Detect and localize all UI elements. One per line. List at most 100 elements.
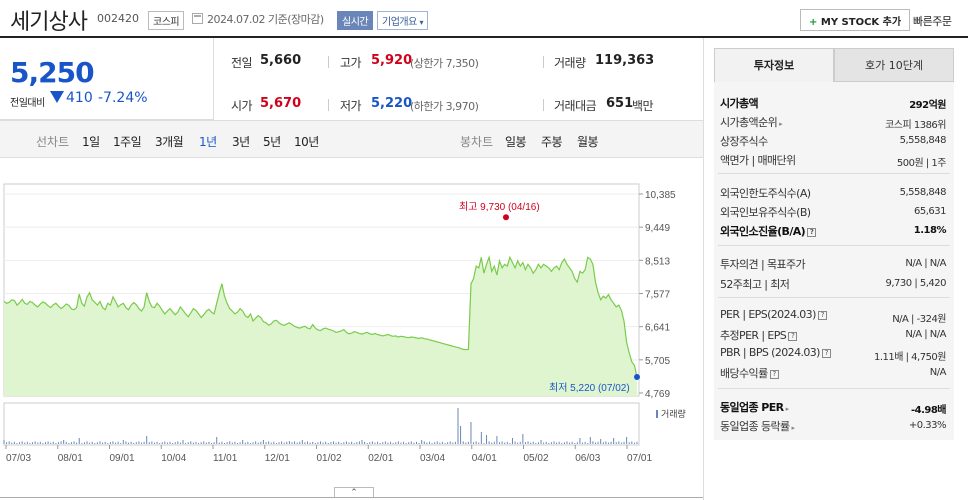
tab-1y[interactable]: 1년: [199, 135, 217, 149]
volume-bar: [426, 442, 428, 444]
52w-label: 52주최고 | 최저: [720, 278, 790, 291]
volume-bar: [296, 442, 298, 444]
volume-bar: [587, 443, 589, 444]
volume-bar: [400, 442, 402, 444]
tab-weekly[interactable]: 주봉: [541, 135, 563, 149]
tab-daily[interactable]: 일봉: [505, 135, 527, 149]
volume-bar: [299, 441, 301, 444]
volume-bar: [198, 443, 200, 444]
volume-bar: [377, 441, 379, 444]
sector-change-value: +0.33%: [908, 420, 947, 431]
price-chart[interactable]: 10,385 9,449 8,513 7,577 6,641 5,705 4,769 최고 …: [0, 158, 703, 486]
quick-order-button[interactable]: 빠른주문: [913, 15, 952, 28]
pbr-bps-value: 1.11배 | 4,750원: [873, 352, 947, 363]
collapse-handle[interactable]: ⌃: [334, 487, 374, 498]
help-icon[interactable]: ?: [807, 227, 817, 237]
divider: [328, 99, 329, 111]
volume-bar: [255, 441, 257, 444]
volume-bar: [467, 441, 469, 444]
tab-hoga[interactable]: 호가 10단계: [834, 48, 954, 82]
tab-monthly[interactable]: 월봉: [577, 135, 599, 149]
volume-bar: [351, 441, 353, 444]
volume-bar: [483, 443, 485, 444]
volume-bar: [99, 441, 101, 444]
volume-bar: [164, 441, 166, 444]
volume-bar: [65, 441, 67, 444]
tab-invest-info[interactable]: 투자정보: [714, 48, 834, 82]
tab-1d[interactable]: 1일: [82, 135, 100, 149]
volume-bar: [579, 438, 581, 444]
volume-bar: [405, 443, 407, 444]
help-icon[interactable]: ?: [769, 369, 779, 379]
tab-1w[interactable]: 1주일: [113, 135, 142, 149]
volume-bar: [234, 441, 236, 444]
volume-bar: [239, 442, 241, 444]
volume-bar: [457, 408, 459, 444]
chart-tab-bar: [0, 120, 703, 158]
sector-per-label[interactable]: 동일업종 PER ▸: [720, 399, 790, 415]
volume-bar: [19, 442, 21, 444]
trade-value: 651: [606, 96, 634, 111]
volume-bar: [304, 442, 306, 444]
volume-bar: [449, 441, 451, 444]
help-icon[interactable]: ?: [788, 331, 798, 341]
help-icon[interactable]: ?: [817, 310, 827, 320]
volume-bar: [205, 442, 207, 444]
change-label: 전일대비: [10, 98, 45, 109]
volume-bar: [314, 443, 316, 444]
volume-bar: [187, 442, 189, 444]
divider: [718, 245, 950, 246]
volume-bar: [283, 442, 285, 444]
volume-bar: [348, 442, 350, 444]
volume-bar: [231, 442, 233, 444]
volume-bar: [452, 442, 454, 444]
foreign-held-value: 65,631: [914, 206, 947, 217]
sector-change-label[interactable]: 동일업종 등락률 ▸: [720, 418, 795, 434]
volume-bar: [32, 442, 34, 444]
tab-5y[interactable]: 5년: [263, 135, 281, 149]
caret-right-icon: ▸: [785, 405, 790, 413]
lower-limit: (하한가 3,970): [410, 100, 479, 113]
volume-bar: [229, 441, 231, 444]
market-cap-rank-label[interactable]: 시가총액순위 ▸: [720, 114, 783, 130]
volume-bar: [418, 443, 420, 444]
stock-code: 002420: [97, 12, 139, 25]
open-label: 시가: [231, 99, 253, 113]
volume-bar: [434, 442, 436, 444]
volume-bar: [177, 441, 179, 444]
volume-bar: [571, 441, 573, 444]
tab-10y[interactable]: 10년: [294, 135, 319, 149]
high-annotation: 최고 9,730 (04/16): [459, 201, 540, 213]
help-icon[interactable]: ?: [821, 348, 831, 358]
volume-bar: [480, 432, 482, 444]
volume-bar: [584, 441, 586, 444]
dividend-text: 배당수익률: [720, 367, 768, 380]
volume-bar: [309, 442, 311, 444]
add-mystock-button[interactable]: + MY STOCK 추가: [800, 9, 911, 31]
volume-bar: [281, 441, 283, 444]
tab-3y[interactable]: 3년: [232, 135, 250, 149]
realtime-button[interactable]: 실시간: [337, 11, 374, 30]
volume-bar: [395, 442, 397, 444]
trade-value-unit: 백만: [632, 99, 654, 113]
x-tick-label: 10/04: [161, 453, 186, 464]
divider: [213, 38, 214, 120]
volume-bar: [37, 442, 39, 444]
corp-info-dropdown[interactable]: 기업개요 ▾: [377, 11, 429, 30]
volume-bar: [26, 441, 28, 444]
chevron-up-icon: ⌃: [350, 488, 358, 498]
volume-bar: [200, 442, 202, 444]
trade-value-label: 거래대금: [554, 99, 597, 113]
volume-bar: [488, 441, 490, 444]
x-tick-label: 07/03: [6, 453, 31, 464]
volume-bar: [73, 441, 75, 444]
market-cap-rank-value: 코스피 1386위: [885, 120, 946, 131]
volume-bar: [143, 441, 145, 444]
volume-bar: [530, 442, 532, 444]
volume-bar: [47, 441, 49, 444]
tab-3m[interactable]: 3개월: [155, 135, 184, 149]
volume-bar: [16, 443, 18, 444]
volume-bar: [262, 440, 264, 444]
volume-bar: [55, 443, 57, 444]
price-line: [3, 255, 638, 378]
